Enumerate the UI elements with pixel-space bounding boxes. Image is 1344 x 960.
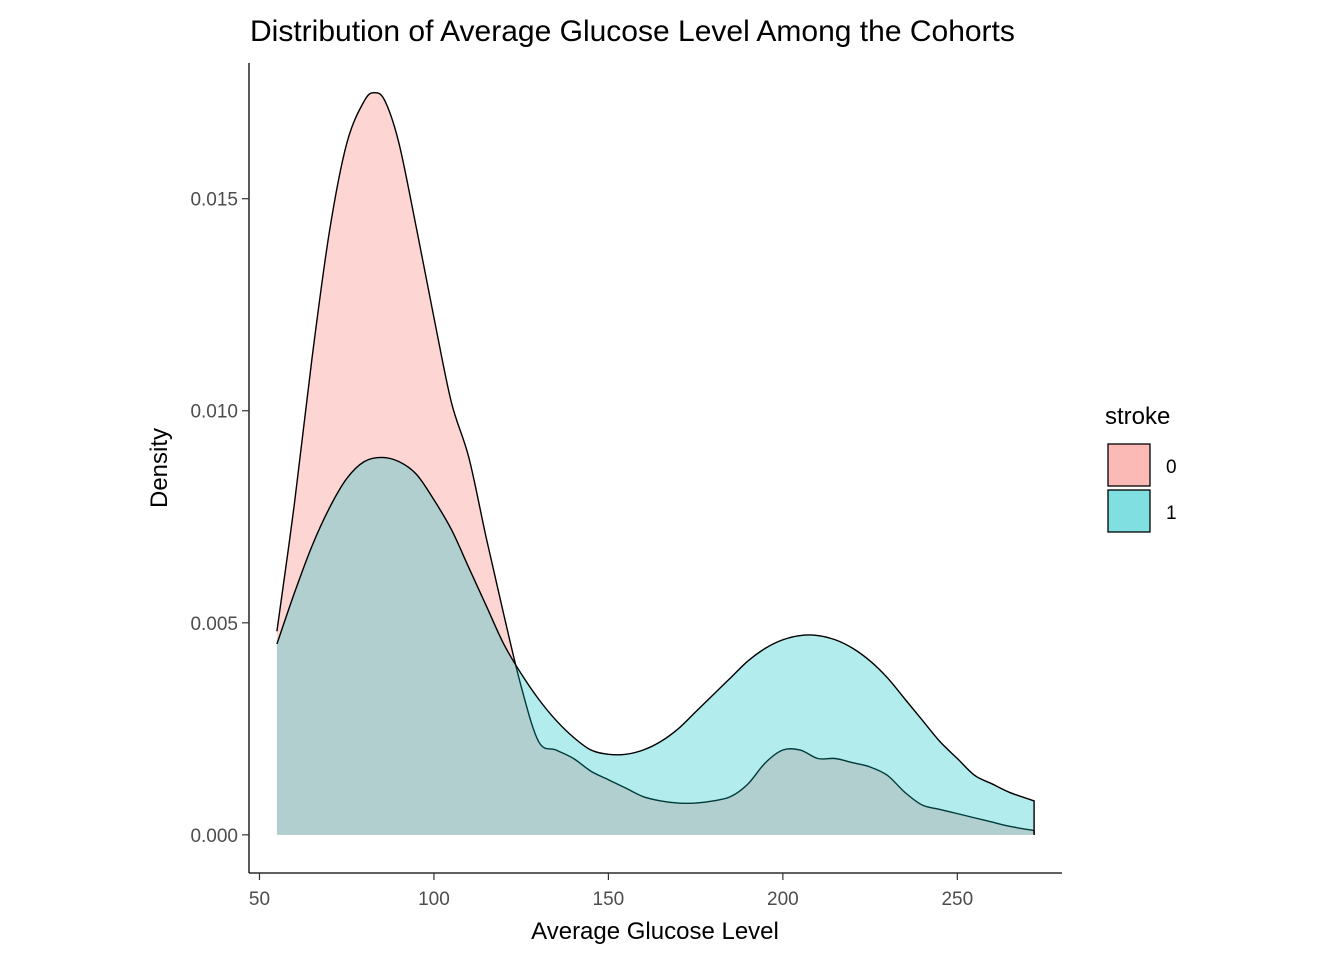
- y-tick-label-0: 0.000: [190, 826, 238, 847]
- x-axis-ticks: 50 100 150 200 250: [249, 873, 973, 910]
- y-tick-label-3: 0.015: [190, 190, 238, 211]
- y-tick-label-2: 0.010: [190, 402, 238, 423]
- x-tick-label-50: 50: [249, 889, 270, 910]
- x-axis-label: Average Glucose Level: [531, 918, 779, 945]
- legend-key-0: [1107, 443, 1151, 487]
- plot-area: [276, 91, 1035, 835]
- legend-label-0: 0: [1166, 457, 1177, 478]
- chart-title: Distribution of Average Glucose Level Am…: [250, 15, 1015, 48]
- density-line-stroke-1: [276, 456, 1035, 835]
- legend-title: stroke: [1105, 403, 1170, 430]
- x-tick-label-150: 150: [593, 889, 625, 910]
- y-axis-ticks: 0.000 0.005 0.010 0.015: [190, 190, 249, 847]
- density-area-stroke-0: [276, 92, 1035, 835]
- x-tick-label-100: 100: [418, 889, 450, 910]
- y-axis-label: Density: [146, 428, 173, 508]
- density-area-stroke-1: [276, 457, 1035, 835]
- y-tick-label-1: 0.005: [190, 614, 238, 635]
- x-tick-label-250: 250: [941, 889, 973, 910]
- legend-label-1: 1: [1166, 503, 1177, 524]
- x-tick-label-200: 200: [767, 889, 799, 910]
- density-line-stroke-0: [276, 91, 1035, 835]
- legend-key-1: [1107, 489, 1151, 533]
- legend: stroke 0 1: [1105, 403, 1177, 533]
